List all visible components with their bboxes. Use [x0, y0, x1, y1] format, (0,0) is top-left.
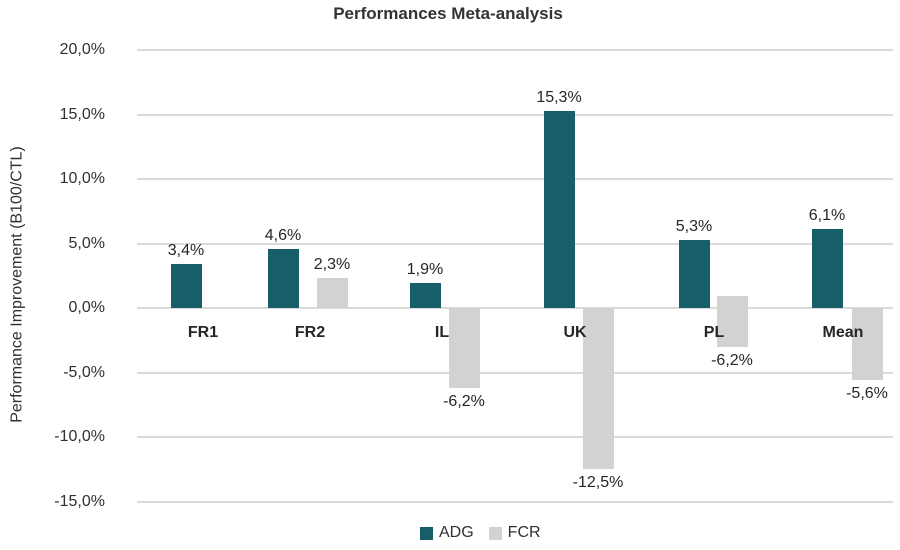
category-label-mean: Mean [822, 324, 864, 341]
value-label-fcr-fr2: 2,3% [313, 256, 351, 274]
category-label-uk: UK [563, 324, 587, 341]
value-label-adg-il: 1,9% [406, 261, 444, 279]
gridline-0 [137, 307, 893, 309]
value-label-adg-fr2: 4,6% [264, 226, 302, 244]
value-label-adg-pl: 5,3% [675, 217, 713, 235]
legend: ADG FCR [420, 525, 541, 541]
legend-item-adg: ADG [420, 525, 474, 541]
bar-adg-il [409, 283, 441, 308]
category-label-fr1: FR1 [187, 324, 219, 341]
y-tick-label: 15,0% [59, 105, 105, 123]
gridline-15 [137, 113, 893, 116]
legend-item-fcr: FCR [488, 524, 541, 541]
value-label-fcr-il: -6,2% [443, 392, 485, 410]
category-label-pl: PL [703, 324, 725, 341]
bar-adg-pl [678, 239, 710, 308]
bar-adg-uk [543, 110, 575, 308]
y-tick-label: 5,0% [68, 234, 105, 252]
y-tick-label: 10,0% [59, 170, 105, 187]
gridline-5 [137, 242, 893, 245]
bar-fcr-uk [582, 308, 614, 470]
value-label-fcr-pl: -6,2% [711, 351, 753, 369]
value-label-adg-uk: 15,3% [536, 88, 582, 106]
gridline--5 [137, 371, 893, 374]
gridline-10 [137, 178, 893, 180]
y-tick-label: -5,0% [63, 363, 105, 381]
y-tick-label: 20,0% [59, 41, 105, 58]
gridline--15 [137, 500, 893, 503]
bar-fcr-il [448, 308, 480, 388]
bar-adg-fr2 [267, 248, 299, 308]
legend-swatch-adg [420, 526, 433, 540]
y-tick-label: -10,0% [54, 428, 105, 445]
value-label-fcr-mean: -5,6% [846, 385, 888, 403]
gridline--10 [137, 436, 893, 438]
legend-label-fcr: FCR [507, 524, 541, 541]
bar-fcr-pl [716, 295, 748, 347]
chart-title: Performances Meta-analysis [333, 4, 563, 23]
value-label-fcr-uk: -12,5% [572, 474, 624, 492]
y-tick-label: -15,0% [54, 492, 105, 510]
value-label-adg-fr1: 3,4% [167, 242, 205, 260]
gridline-20 [137, 49, 893, 51]
legend-label-adg: ADG [439, 524, 474, 541]
category-label-fr2: FR2 [294, 324, 326, 341]
bar-fcr-fr2 [316, 278, 348, 308]
legend-swatch-fcr [488, 526, 502, 540]
bar-adg-fr1 [170, 264, 202, 308]
y-tick-label: 0,0% [68, 299, 105, 316]
bar-adg-mean [811, 229, 843, 308]
category-label-il: IL [434, 324, 450, 341]
bar-fcr-mean [851, 308, 883, 381]
value-label-adg-mean: 6,1% [808, 207, 846, 225]
